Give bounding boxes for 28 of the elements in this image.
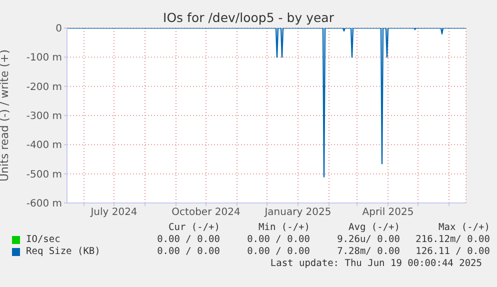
- x-tick-label: January 2025: [264, 207, 332, 218]
- text: 126.11 / 0.00: [414, 246, 490, 258]
- text: 0.00 / 0.00: [156, 246, 220, 258]
- y-tick-label: -400 m: [26, 140, 62, 152]
- text: 0.00 / 0.00: [246, 234, 310, 246]
- x-tick-label: July 2024: [90, 207, 138, 218]
- text: Min (-/+): [258, 222, 310, 234]
- text: Last update: Thu Jun 19 00:00:44 2025: [269, 258, 483, 270]
- text: Max (-/+): [438, 222, 490, 234]
- x-tick-label: October 2024: [172, 207, 240, 218]
- legend-label: IO/sec: [26, 234, 62, 246]
- y-tick-label: -300 m: [26, 111, 62, 122]
- y-tick-label: -100 m: [26, 52, 62, 64]
- text: 7.28m/ 0.00: [336, 246, 400, 258]
- text: Cur (-/+): [168, 222, 220, 234]
- y-tick-label: 0: [56, 24, 62, 35]
- legend-label: Req Size (KB): [26, 246, 102, 258]
- x-tick-label: April 2025: [362, 207, 414, 218]
- text: 0.00 / 0.00: [156, 234, 220, 246]
- text: 9.26u/ 0.00: [336, 234, 400, 246]
- text: 216.12m/ 0.00: [414, 234, 490, 246]
- y-axis-title: Units read (-) / write (+): [0, 49, 11, 182]
- y-tick-label: -500 m: [26, 169, 62, 180]
- text: Avg (-/+): [348, 222, 400, 234]
- y-tick-label: -200 m: [26, 82, 62, 93]
- text: 0.00 / 0.00: [246, 246, 310, 258]
- chart-title: IOs for /dev/loop5 - by year: [162, 10, 335, 25]
- y-tick-label: -600 m: [26, 198, 62, 210]
